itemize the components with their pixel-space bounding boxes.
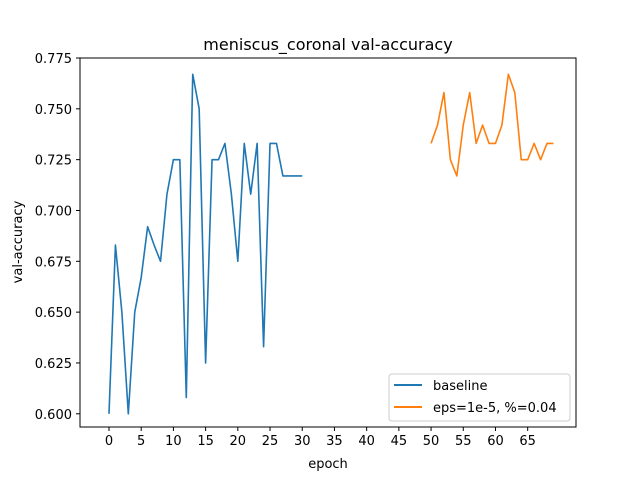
x-tick-label: 5 <box>137 434 145 449</box>
x-tick-label: 55 <box>455 434 472 449</box>
y-tick-label: 0.700 <box>35 204 72 219</box>
chart-title: meniscus_coronal val-accuracy <box>203 35 452 55</box>
x-tick-label: 10 <box>165 434 182 449</box>
legend-box <box>388 373 571 422</box>
series-line-0 <box>108 73 303 415</box>
x-tick-label: 45 <box>391 434 408 449</box>
x-tick-label: 65 <box>519 434 536 449</box>
x-tick-label: 25 <box>262 434 279 449</box>
series-layer <box>108 73 554 415</box>
x-axis-label: epoch <box>308 457 348 472</box>
y-tick-label: 0.625 <box>35 357 72 372</box>
x-tick-label: 50 <box>423 434 440 449</box>
x-tick-label: 30 <box>294 434 311 449</box>
x-axis: 0 5 10 15 20 25 30 35 40 45 50 55 60 65 <box>105 427 536 449</box>
y-axis-label: val-accuracy <box>11 200 26 283</box>
legend: baseline eps=1e-5, %=0.04 <box>388 373 571 422</box>
y-tick-label: 0.600 <box>35 408 72 423</box>
x-tick-label: 20 <box>230 434 247 449</box>
x-tick-label: 15 <box>197 434 214 449</box>
y-tick-label: 0.725 <box>35 154 72 169</box>
x-tick-label: 0 <box>105 434 113 449</box>
y-tick-label: 0.650 <box>35 306 72 321</box>
y-axis: 0.600 0.625 0.650 0.675 0.700 0.725 0.750 0.775 <box>35 52 80 423</box>
legend-label-baseline: baseline <box>433 379 487 394</box>
y-tick-label: 0.775 <box>35 52 72 67</box>
y-tick-label: 0.675 <box>35 255 72 270</box>
x-tick-label: 35 <box>326 434 343 449</box>
y-tick-label: 0.750 <box>35 103 72 118</box>
series-line-1 <box>430 73 554 177</box>
plot-frame <box>79 57 577 428</box>
x-tick-label: 40 <box>358 434 375 449</box>
x-tick-label: 60 <box>487 434 504 449</box>
legend-label-eps: eps=1e-5, %=0.04 <box>433 401 557 416</box>
